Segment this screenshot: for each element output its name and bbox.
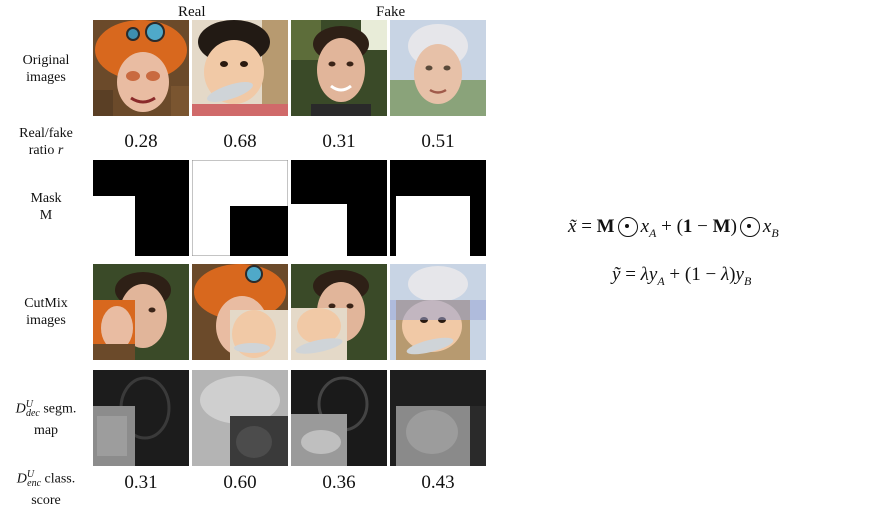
mask-3: [291, 160, 387, 256]
face-photo-man: [291, 20, 387, 116]
mask-2: [192, 160, 288, 256]
row-label-ratio: Real/fake ratio r: [19, 126, 73, 158]
cutmix-image-1: [93, 264, 189, 360]
odot-icon: [739, 217, 760, 237]
cutmix-photo: [291, 264, 387, 360]
cutmix-photo: [192, 264, 288, 360]
class-score-2: 0.60: [223, 472, 257, 493]
row-label-original: Original images: [22, 53, 70, 85]
face-photo-costume: [93, 20, 189, 116]
cutmix-image-4: [390, 264, 486, 360]
mask-4: [390, 160, 486, 256]
header-fake: Fake: [376, 4, 406, 20]
segmentation-map-3: [291, 370, 387, 466]
row-label-mask: Mask M: [30, 191, 62, 223]
face-photo-blond: [390, 20, 486, 116]
header-real: Real: [178, 4, 206, 20]
equation-cutmix-label: ỹ = λyA + (1 − λ)yB: [612, 264, 752, 288]
original-image-4: [390, 20, 486, 116]
original-image-2: [192, 20, 288, 116]
row-label-cutmix: CutMix images: [24, 296, 68, 328]
ratio-value-3: 0.31: [322, 131, 356, 152]
cutmix-photo: [93, 264, 189, 360]
row-label-class: DUenc class. score: [16, 469, 76, 509]
segmentation-map-2: [192, 370, 288, 466]
face-photo-child: [192, 20, 288, 116]
cutmix-image-3: [291, 264, 387, 360]
original-image-3: [291, 20, 387, 116]
segmentation-map-4: [390, 370, 486, 466]
row-label-segm: DUdec segm. map: [15, 399, 77, 439]
cutmix-photo: [390, 264, 486, 360]
class-score-1: 0.31: [124, 472, 158, 493]
mask-1: [93, 160, 189, 256]
original-image-1: [93, 20, 189, 116]
ratio-value-1: 0.28: [124, 131, 158, 152]
odot-icon: [617, 217, 638, 237]
class-score-4: 0.43: [421, 472, 455, 493]
cutmix-image-2: [192, 264, 288, 360]
ratio-value-2: 0.68: [223, 131, 257, 152]
class-score-3: 0.36: [322, 472, 356, 493]
ratio-value-4: 0.51: [421, 131, 455, 152]
segmentation-map-1: [93, 370, 189, 466]
